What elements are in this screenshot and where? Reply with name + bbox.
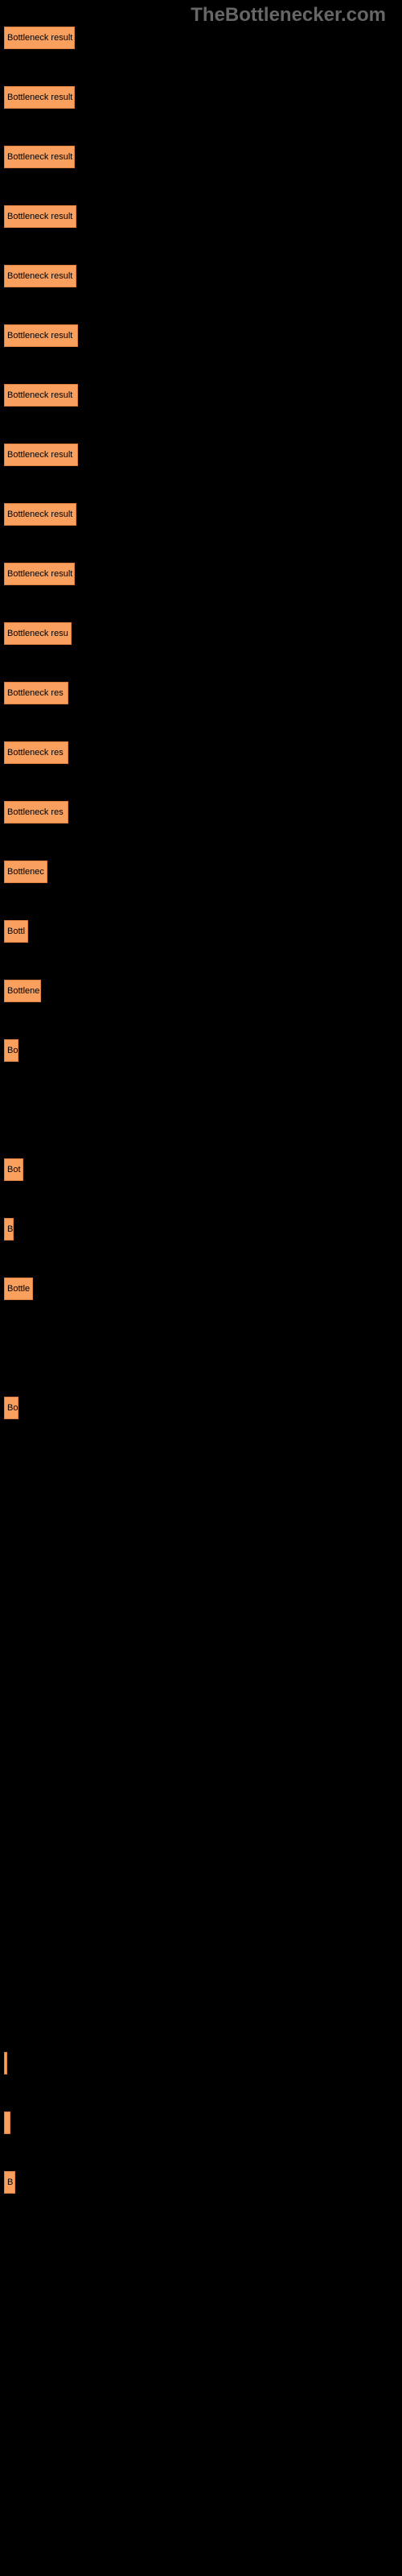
bar: B xyxy=(4,1218,14,1241)
bar: Bottleneck result xyxy=(4,205,76,228)
bar-row: Bottleneck resu xyxy=(4,622,402,643)
bar: Bottleneck result xyxy=(4,265,76,287)
bar-row: Bo xyxy=(4,1039,402,1060)
bar-label: Bottl xyxy=(5,927,25,936)
bar-row: Bot xyxy=(4,1158,402,1179)
bar-label: Bottleneck result xyxy=(5,510,72,519)
bar-label: Bottleneck result xyxy=(5,152,72,162)
bar: Bottlene xyxy=(4,980,41,1002)
bar-label: Bottleneck result xyxy=(5,271,72,281)
bar-row xyxy=(4,1814,402,1835)
bar: Bottleneck result xyxy=(4,563,75,585)
bar: B xyxy=(4,2171,15,2194)
bar-row: Bo xyxy=(4,1397,402,1418)
bar-row xyxy=(4,1933,402,1954)
bar-label: Bottleneck result xyxy=(5,33,72,43)
bar-row xyxy=(4,2231,402,2252)
bar: Bo xyxy=(4,1397,18,1419)
bar-row xyxy=(4,1635,402,1656)
bar: Bot xyxy=(4,1158,23,1181)
bar: Bottleneck result xyxy=(4,384,78,407)
bar xyxy=(4,2052,7,2074)
bar: Bottleneck result xyxy=(4,146,75,168)
bar-label: Bottleneck result xyxy=(5,390,72,400)
bar-row xyxy=(4,1099,402,1120)
bar-row xyxy=(4,1516,402,1537)
bar-row xyxy=(4,1575,402,1596)
bar-row: Bottlene xyxy=(4,980,402,1001)
bar-label: Bottleneck result xyxy=(5,569,72,579)
bar: Bottleneck resu xyxy=(4,622,72,645)
bar-row xyxy=(4,1695,402,1715)
bar-label: Bottleneck result xyxy=(5,331,72,341)
bar-label: Bottlenec xyxy=(5,867,44,877)
bar-label: B xyxy=(5,1224,13,1234)
bar-label: Bottlene xyxy=(5,986,39,996)
bar: Bottle xyxy=(4,1278,33,1300)
bar-row xyxy=(4,2409,402,2430)
bar-row: Bottl xyxy=(4,920,402,941)
bar-chart: Bottleneck result Bottleneck result Bottle… xyxy=(0,27,402,2430)
bar-row xyxy=(4,2112,402,2132)
bar-label: Bot xyxy=(5,1165,21,1174)
bar-row: Bottlenec xyxy=(4,861,402,881)
bar: Bottleneck result xyxy=(4,86,75,109)
bar-row: Bottleneck res xyxy=(4,801,402,822)
bar-row: Bottleneck result xyxy=(4,265,402,286)
bar: Bottleneck result xyxy=(4,444,78,466)
bar: Bottleneck result xyxy=(4,324,78,347)
bar xyxy=(4,2112,10,2134)
bar-label: B xyxy=(5,2178,13,2187)
bar: Bottleneck result xyxy=(4,503,76,526)
bar-row xyxy=(4,1337,402,1358)
bar-label: Bottleneck res xyxy=(5,688,64,698)
bar-row: Bottle xyxy=(4,1278,402,1298)
bar-label: Bottleneck res xyxy=(5,807,64,817)
bar-row: Bottleneck res xyxy=(4,741,402,762)
bar: Bottl xyxy=(4,920,28,943)
bar-label: Bottleneck result xyxy=(5,212,72,221)
bar-row: Bottleneck result xyxy=(4,86,402,107)
bar-row: B xyxy=(4,1218,402,1239)
bar-row xyxy=(4,1456,402,1477)
bar-label: Bottleneck result xyxy=(5,450,72,460)
bar-row: Bottleneck result xyxy=(4,503,402,524)
bar-row xyxy=(4,2052,402,2073)
bar-label: Bottle xyxy=(5,1284,30,1294)
bar-label: Bottleneck result xyxy=(5,93,72,102)
bar: Bo xyxy=(4,1039,18,1062)
bar-label: Bo xyxy=(5,1403,18,1413)
bar-label: Bo xyxy=(5,1046,18,1055)
bar: Bottleneck result xyxy=(4,27,75,49)
bar-row: Bottleneck result xyxy=(4,563,402,584)
bar-label: Bottleneck res xyxy=(5,748,64,758)
bar-row xyxy=(4,1754,402,1775)
bar: Bottleneck res xyxy=(4,801,68,824)
bar-row: Bottleneck result xyxy=(4,384,402,405)
bar-row: Bottleneck result xyxy=(4,324,402,345)
bar-row xyxy=(4,1873,402,1894)
bar: Bottlenec xyxy=(4,861,47,883)
bar-label: Bottleneck resu xyxy=(5,629,68,638)
bar-row xyxy=(4,2290,402,2311)
bar-row: Bottleneck result xyxy=(4,27,402,47)
bar-row: Bottleneck result xyxy=(4,146,402,167)
bar-row: B xyxy=(4,2171,402,2192)
bar-row xyxy=(4,2350,402,2371)
bar-row: Bottleneck res xyxy=(4,682,402,703)
bar-row: Bottleneck result xyxy=(4,444,402,464)
bar-row: Bottleneck result xyxy=(4,205,402,226)
watermark: TheBottlenecker.com xyxy=(0,0,402,27)
bar-row xyxy=(4,1992,402,2013)
bar: Bottleneck res xyxy=(4,682,68,704)
bar: Bottleneck res xyxy=(4,741,68,764)
